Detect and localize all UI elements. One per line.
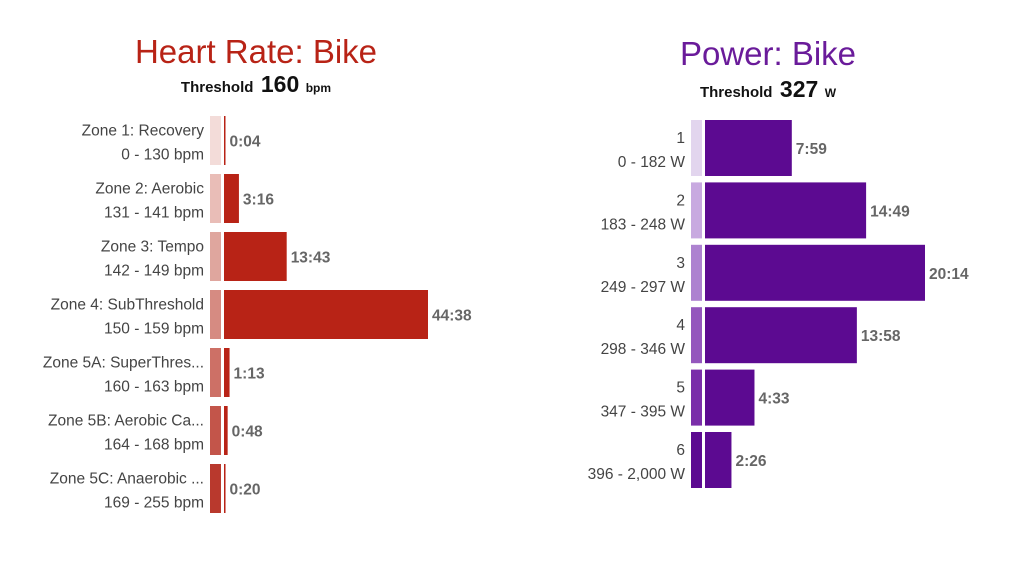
- bar: [705, 369, 755, 426]
- category-label: Zone 2: Aerobic: [95, 181, 204, 198]
- bar: [705, 182, 867, 239]
- power-chart: 1 0 - 182 W 7:59 2 183 - 248 W 14:49 3 249 - 29…: [588, 120, 969, 488]
- bar: [705, 432, 732, 488]
- value-label: 14:49: [870, 203, 910, 220]
- zone-swatch: [210, 174, 221, 223]
- bar: [224, 174, 239, 223]
- category-range: 150 - 159 bpm: [104, 321, 204, 338]
- category-range: 298 - 346 W: [601, 341, 686, 358]
- value-label: 20:14: [929, 266, 969, 283]
- category-range: 347 - 395 W: [601, 404, 686, 421]
- zone-swatch: [691, 307, 702, 364]
- threshold-label: Threshold: [180, 79, 254, 96]
- zone-swatch: [210, 406, 221, 455]
- category-label: Zone 5C: Anaerobic ...: [50, 471, 204, 488]
- zone-swatch: [210, 464, 221, 513]
- value-label: 1:13: [234, 366, 265, 383]
- heart-rate-panel: Heart Rate: Bike Threshold 160 bpm Zone …: [0, 33, 512, 513]
- category-label: 4: [676, 317, 685, 334]
- category-range: 0 - 130 bpm: [121, 147, 204, 164]
- category-label: Zone 4: SubThreshold: [51, 297, 204, 314]
- category-label: Zone 3: Tempo: [101, 239, 204, 256]
- zone-swatch: [691, 120, 702, 176]
- value-label: 0:20: [230, 482, 261, 499]
- category-label: 5: [676, 380, 685, 397]
- zone-swatch: [210, 232, 221, 281]
- bar: [224, 348, 230, 397]
- bar: [705, 307, 857, 364]
- category-label: Zone 5A: SuperThres...: [43, 355, 204, 372]
- power-panel: Power: Bike Threshold 327 W 1 0 - 182 W 7:…: [512, 0, 1024, 576]
- value-label: 0:04: [230, 134, 261, 151]
- zone-swatch: [210, 348, 221, 397]
- zone-swatch: [691, 182, 702, 239]
- category-range: 0 - 182 W: [618, 154, 686, 171]
- power-title: Power: Bike: [679, 35, 857, 72]
- category-label: 3: [676, 255, 685, 272]
- value-label: 7:59: [796, 141, 827, 158]
- category-label: Zone 1: Recovery: [82, 123, 205, 140]
- threshold-unit: bpm: [305, 81, 332, 95]
- threshold-value: 327: [779, 76, 819, 102]
- value-label: 2:26: [735, 453, 766, 470]
- category-label: 2: [676, 192, 685, 209]
- category-range: 131 - 141 bpm: [104, 205, 204, 222]
- zone-swatch: [691, 369, 702, 426]
- threshold-unit: W: [824, 86, 837, 100]
- category-range: 249 - 297 W: [601, 279, 686, 296]
- value-label: 0:48: [232, 424, 263, 441]
- heart-rate-threshold: Threshold 160 bpm: [0, 71, 512, 98]
- category-range: 169 - 255 bpm: [104, 495, 204, 512]
- value-label: 4:33: [758, 391, 789, 408]
- category-range: 160 - 163 bpm: [104, 379, 204, 396]
- value-label: 13:58: [861, 328, 901, 345]
- bar: [224, 116, 226, 165]
- power-threshold: Threshold 327 W: [512, 76, 1024, 103]
- bar: [705, 244, 925, 301]
- zone-swatch: [210, 290, 221, 339]
- zone-swatch: [210, 116, 221, 165]
- bar: [705, 120, 792, 176]
- bar: [224, 232, 287, 281]
- value-label: 44:38: [432, 308, 472, 325]
- heart-rate-title: Heart Rate: Bike: [134, 33, 378, 70]
- bar: [224, 464, 226, 513]
- category-label: Zone 5B: Aerobic Ca...: [48, 413, 204, 430]
- zone-swatch: [691, 432, 702, 488]
- category-range: 396 - 2,000 W: [588, 466, 686, 483]
- category-label: 1: [676, 130, 685, 147]
- value-label: 13:43: [291, 250, 331, 267]
- value-label: 3:16: [243, 192, 274, 209]
- threshold-value: 160: [260, 71, 300, 97]
- category-range: 142 - 149 bpm: [104, 263, 204, 280]
- category-label: 6: [676, 442, 685, 459]
- heart-rate-chart: Zone 1: Recovery 0 - 130 bpm 0:04 Zone 2: A…: [43, 116, 472, 513]
- bar: [224, 290, 428, 339]
- category-range: 164 - 168 bpm: [104, 437, 204, 454]
- bar: [224, 406, 228, 455]
- category-range: 183 - 248 W: [601, 216, 686, 233]
- zone-swatch: [691, 244, 702, 301]
- threshold-label: Threshold: [699, 84, 773, 101]
